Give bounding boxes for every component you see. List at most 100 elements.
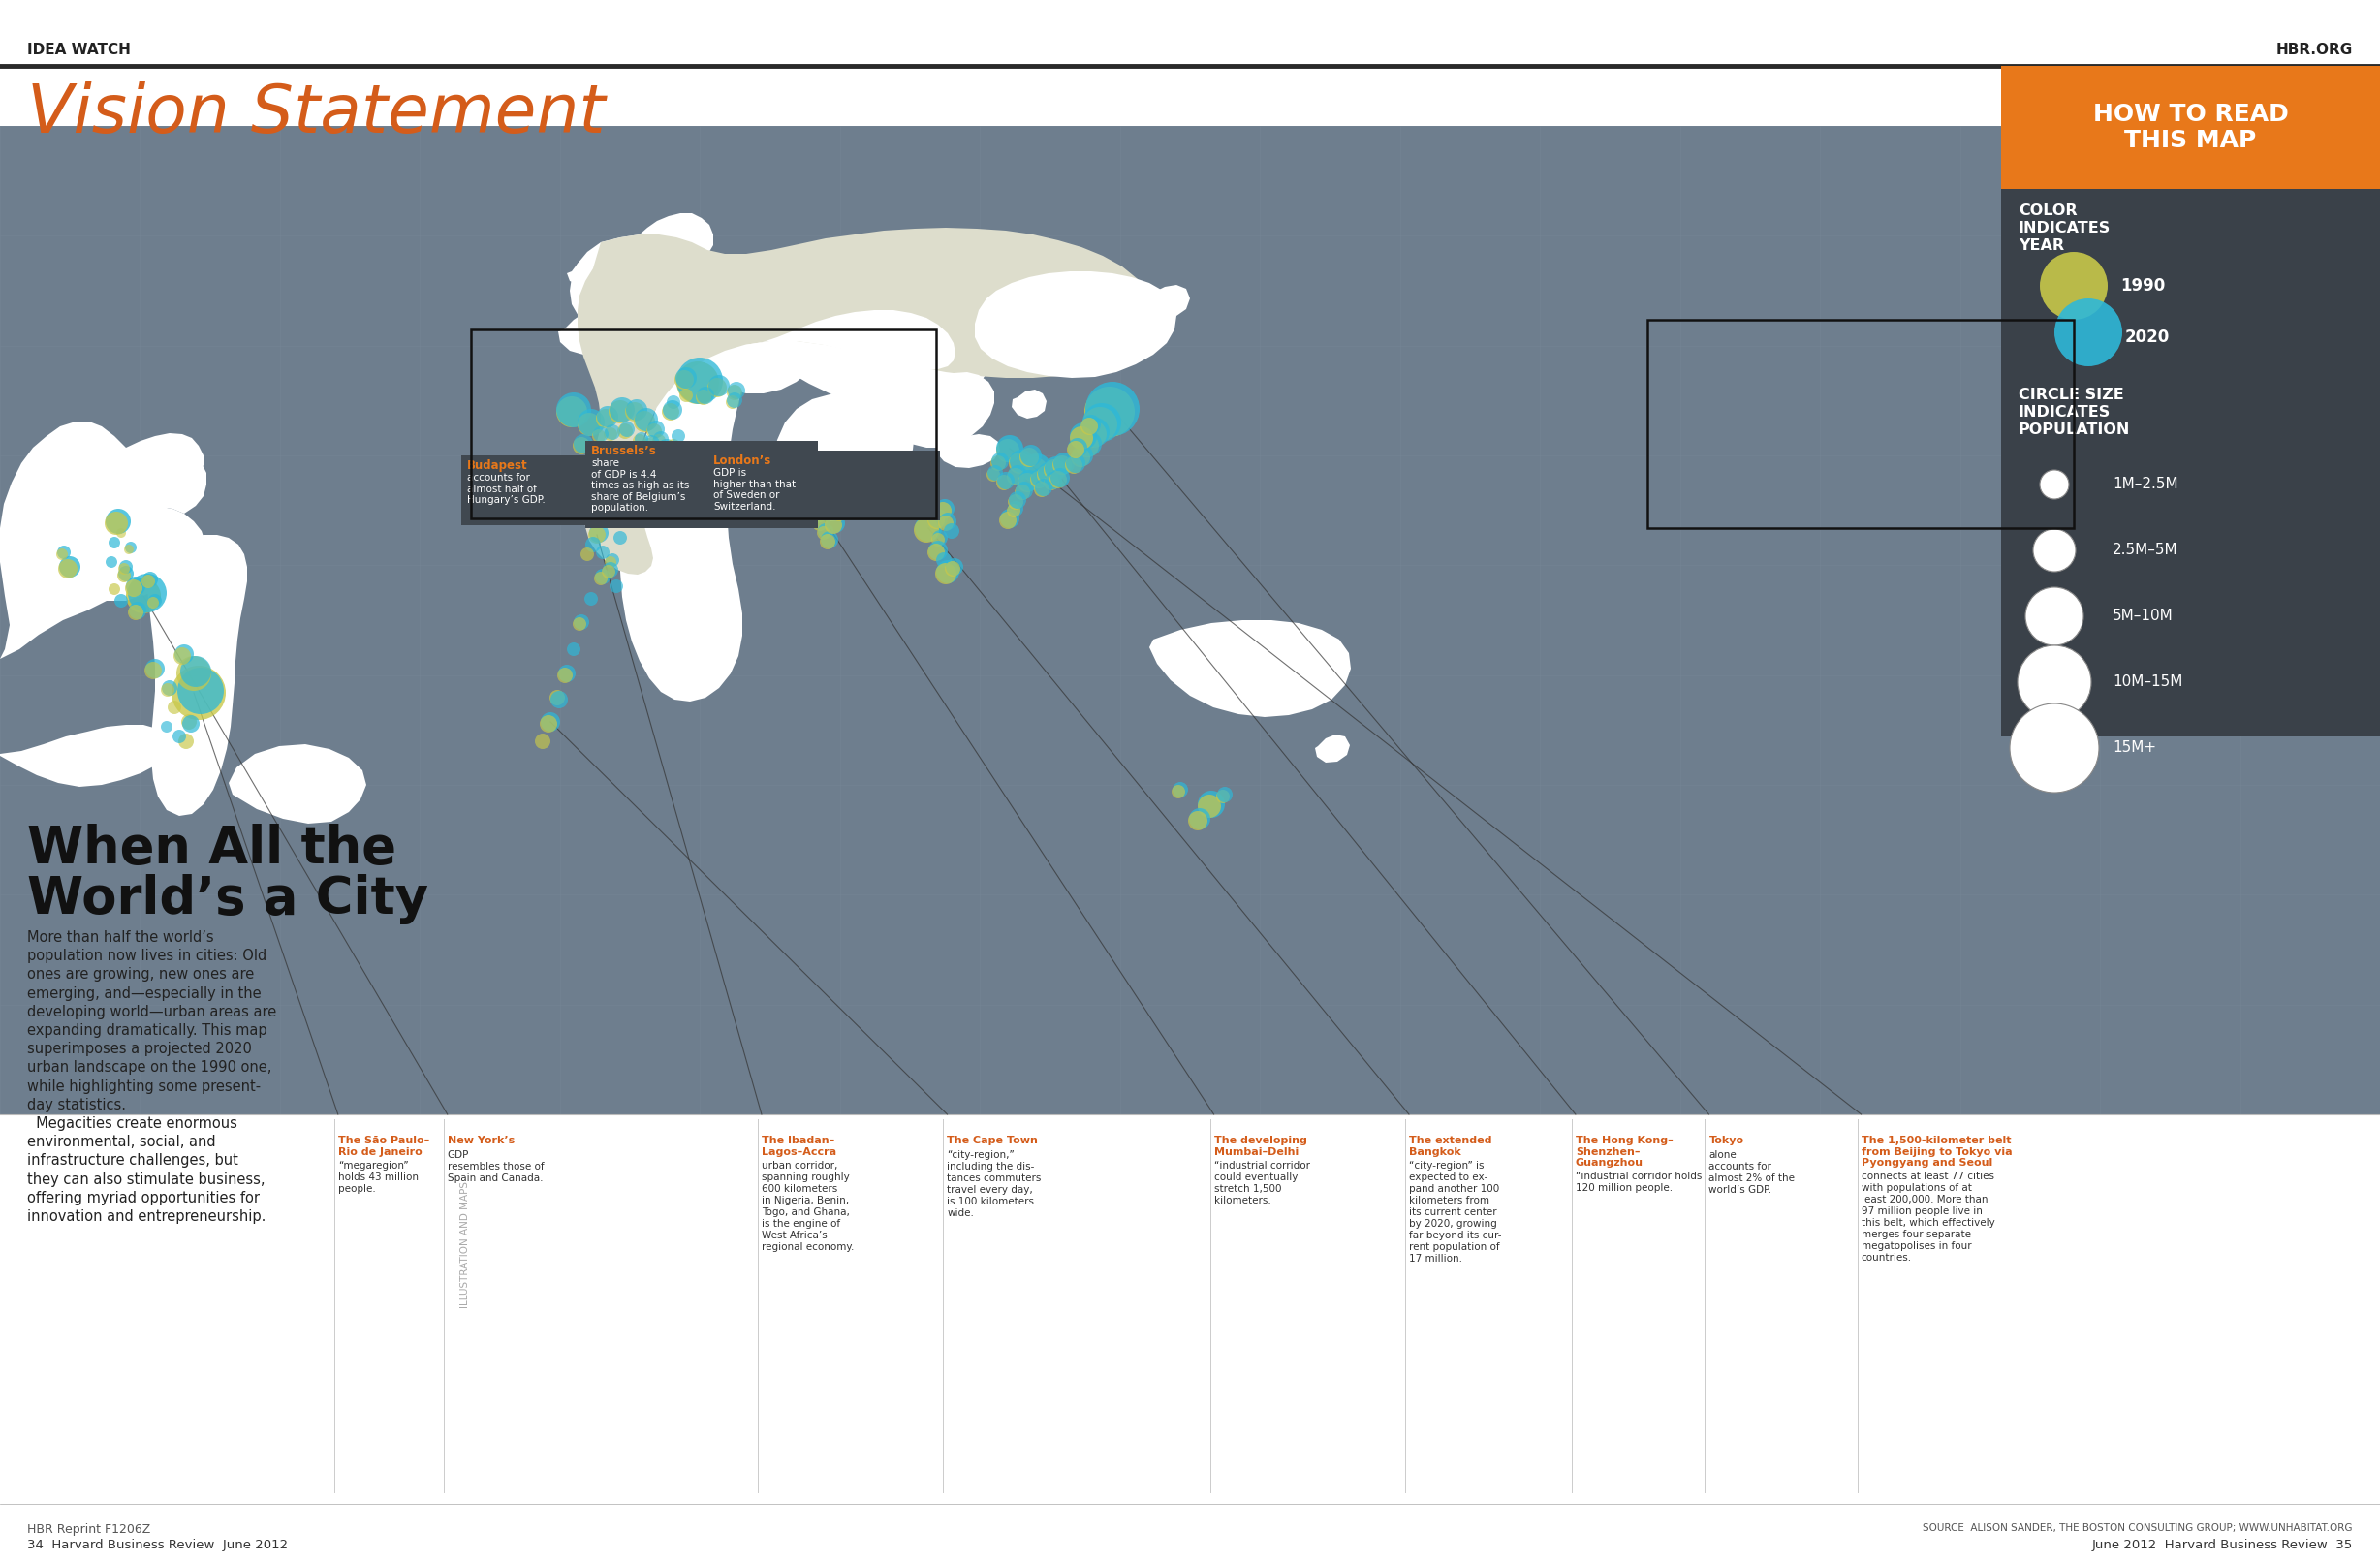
Polygon shape	[600, 302, 750, 702]
Circle shape	[821, 531, 838, 549]
Circle shape	[595, 572, 607, 585]
Circle shape	[1216, 786, 1233, 802]
Polygon shape	[633, 213, 714, 267]
Circle shape	[1033, 481, 1050, 497]
Text: 2020: 2020	[2125, 328, 2171, 345]
Circle shape	[1007, 467, 1023, 486]
Circle shape	[1038, 463, 1059, 483]
Text: 1990: 1990	[2121, 277, 2166, 294]
Circle shape	[643, 438, 657, 453]
Circle shape	[593, 427, 609, 442]
Circle shape	[816, 527, 831, 539]
Circle shape	[647, 420, 664, 438]
Polygon shape	[883, 370, 995, 447]
Circle shape	[559, 664, 576, 681]
Circle shape	[619, 514, 633, 527]
Circle shape	[129, 574, 167, 613]
Circle shape	[566, 642, 581, 656]
Circle shape	[143, 572, 157, 588]
Bar	[0, 127, 2380, 1114]
Circle shape	[1054, 453, 1076, 474]
Circle shape	[1190, 808, 1211, 830]
Circle shape	[1083, 403, 1121, 442]
Circle shape	[1081, 417, 1109, 447]
Circle shape	[2040, 470, 2068, 499]
Bar	[1647, 320, 2073, 528]
Circle shape	[945, 561, 962, 577]
Circle shape	[988, 466, 1002, 481]
Circle shape	[1066, 453, 1085, 474]
Circle shape	[990, 455, 1007, 470]
Circle shape	[1071, 422, 1097, 450]
Bar	[462, 455, 695, 525]
Circle shape	[129, 602, 145, 619]
Text: “industrial corridor holds
120 million people.: “industrial corridor holds 120 million p…	[1576, 1172, 1702, 1193]
Circle shape	[812, 516, 828, 531]
Text: IDEA WATCH: IDEA WATCH	[26, 44, 131, 58]
Circle shape	[709, 499, 724, 513]
Text: GDP is
higher than that
of Sweden or
Switzerland.: GDP is higher than that of Sweden or Swi…	[714, 467, 795, 511]
Circle shape	[940, 513, 957, 530]
Circle shape	[119, 566, 133, 581]
Circle shape	[726, 384, 743, 400]
Circle shape	[540, 716, 557, 733]
Text: Tokyo: Tokyo	[1709, 1136, 1745, 1146]
Circle shape	[1007, 502, 1023, 516]
Circle shape	[174, 647, 190, 664]
Circle shape	[804, 478, 821, 495]
Circle shape	[605, 556, 616, 567]
Circle shape	[831, 506, 847, 522]
Circle shape	[992, 453, 1009, 470]
Text: “city-region” is
expected to ex-
pand another 100
kilometers from
its current ce: “city-region” is expected to ex- pand an…	[1409, 1161, 1502, 1263]
Circle shape	[105, 511, 129, 535]
Circle shape	[60, 556, 81, 577]
Circle shape	[726, 491, 743, 508]
Circle shape	[626, 494, 645, 514]
Circle shape	[2018, 646, 2092, 719]
Circle shape	[707, 460, 724, 475]
Circle shape	[652, 435, 666, 447]
Circle shape	[1216, 789, 1230, 803]
Polygon shape	[0, 422, 176, 660]
Text: June 2012  Harvard Business Review  35: June 2012 Harvard Business Review 35	[2092, 1540, 2354, 1552]
Circle shape	[1014, 485, 1031, 500]
Polygon shape	[0, 725, 169, 786]
Circle shape	[588, 445, 602, 461]
Circle shape	[105, 556, 117, 567]
Text: London’s: London’s	[714, 455, 771, 467]
Circle shape	[935, 563, 957, 585]
Text: The Hong Kong–
Shenzhen–
Guangzhou: The Hong Kong– Shenzhen– Guangzhou	[1576, 1136, 1673, 1168]
Circle shape	[1045, 472, 1061, 489]
Circle shape	[935, 552, 952, 567]
Circle shape	[935, 499, 954, 519]
Text: The Cape Town: The Cape Town	[947, 1136, 1038, 1146]
Polygon shape	[1316, 735, 1349, 763]
Circle shape	[616, 424, 633, 439]
Circle shape	[1081, 417, 1097, 435]
Circle shape	[807, 494, 821, 508]
Circle shape	[145, 660, 164, 678]
Polygon shape	[228, 744, 367, 824]
Circle shape	[833, 503, 850, 520]
Circle shape	[145, 661, 162, 680]
Circle shape	[605, 425, 621, 439]
Circle shape	[585, 536, 600, 552]
Text: More than half the world’s
population now lives in cities: Old
ones are growing,: More than half the world’s population no…	[26, 930, 276, 1224]
Polygon shape	[976, 272, 1176, 378]
Circle shape	[2040, 252, 2109, 320]
Circle shape	[695, 389, 712, 405]
Circle shape	[697, 386, 714, 405]
Text: Brussels’s: Brussels’s	[590, 445, 657, 458]
Circle shape	[105, 508, 131, 535]
Circle shape	[666, 439, 681, 453]
Circle shape	[124, 544, 133, 555]
Polygon shape	[559, 308, 619, 355]
Circle shape	[602, 564, 616, 578]
Circle shape	[1085, 381, 1140, 436]
Circle shape	[1081, 414, 1102, 435]
Circle shape	[664, 400, 683, 419]
Polygon shape	[938, 435, 1000, 467]
Circle shape	[557, 667, 574, 683]
Circle shape	[1009, 450, 1033, 474]
Circle shape	[1173, 782, 1188, 797]
